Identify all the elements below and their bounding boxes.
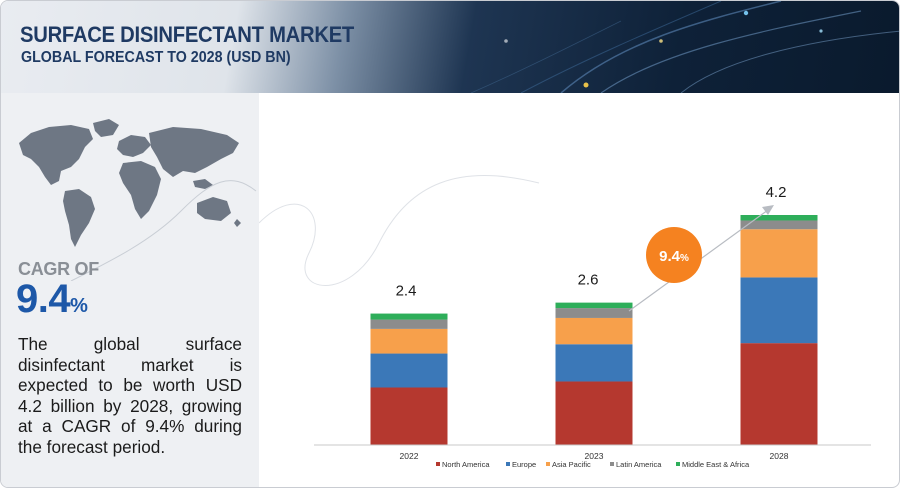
legend-swatch-2 xyxy=(546,462,550,466)
bar-total-label-2023: 2.6 xyxy=(578,272,599,289)
bar-total-label-2028: 4.2 xyxy=(766,184,787,201)
cagr-badge-label: 9.4% xyxy=(659,248,689,265)
bar-total-label-2022: 2.4 xyxy=(396,283,417,300)
header-banner: SURFACE DISINFECTANT MARKET GLOBAL FOREC… xyxy=(1,1,899,93)
bar-segment-2022-0 xyxy=(370,387,448,445)
cagr-value: 9.4% xyxy=(16,277,88,322)
bar-segment-2022-3 xyxy=(370,319,448,329)
legend-swatch-1 xyxy=(506,462,510,466)
cagr-badge-number: 9.4 xyxy=(659,248,681,265)
bar-segment-2028-1 xyxy=(740,277,818,344)
growth-arrow-head xyxy=(762,205,774,215)
cagr-badge xyxy=(646,227,702,283)
cagr-badge-unit: % xyxy=(680,253,689,264)
bar-segment-2023-3 xyxy=(555,308,633,318)
bar-segment-2023-2 xyxy=(555,317,633,345)
bar-segment-2022-2 xyxy=(370,328,448,354)
bar-segment-2028-3 xyxy=(740,220,818,230)
legend-swatch-0 xyxy=(436,462,440,466)
stacked-bar-chart: 2.4 2022 2.6 2023 4.2 2028 9.4% North America E… xyxy=(259,175,871,469)
x-tick-label-2023: 2023 xyxy=(585,451,604,461)
decorative-swoosh xyxy=(259,175,540,286)
legend-swatch-4 xyxy=(676,462,680,466)
labels-group: 2.4 2022 2.6 2023 4.2 2028 9.4% xyxy=(396,184,789,461)
bar-segment-2022-4 xyxy=(370,313,448,320)
bar-segment-2028-2 xyxy=(740,229,818,278)
page-title: SURFACE DISINFECTANT MARKET xyxy=(20,22,355,47)
legend-label-1: Europe xyxy=(512,460,536,469)
bar-segment-2028-0 xyxy=(740,343,818,445)
legend-swatch-3 xyxy=(610,462,614,466)
page-subtitle: GLOBAL FORECAST TO 2028 (USD BN) xyxy=(21,49,291,66)
bar-segment-2023-4 xyxy=(555,302,633,309)
legend-label-4: Middle East & Africa xyxy=(682,460,750,469)
cagr-label: CAGR OF xyxy=(18,259,99,279)
bars-group xyxy=(370,215,818,445)
legend-group: North America Europe Asia Pacific Latin Ame… xyxy=(436,460,750,469)
cagr-unit: % xyxy=(70,295,88,317)
legend-label-3: Latin America xyxy=(616,460,662,469)
bar-segment-2028-4 xyxy=(740,215,818,221)
x-tick-label-2022: 2022 xyxy=(400,451,419,461)
world-map-icon xyxy=(19,119,257,281)
legend-label-2: Asia Pacific xyxy=(552,460,591,469)
bar-segment-2022-1 xyxy=(370,353,448,388)
header-fiber-decoration xyxy=(470,1,899,93)
legend-label-0: North America xyxy=(442,460,490,469)
bar-segment-2023-1 xyxy=(555,344,633,382)
market-description: The global surface disinfectant market i… xyxy=(18,334,242,457)
bar-segment-2023-0 xyxy=(555,381,633,445)
x-tick-label-2028: 2028 xyxy=(770,451,789,461)
cagr-number: 9.4 xyxy=(16,277,71,321)
